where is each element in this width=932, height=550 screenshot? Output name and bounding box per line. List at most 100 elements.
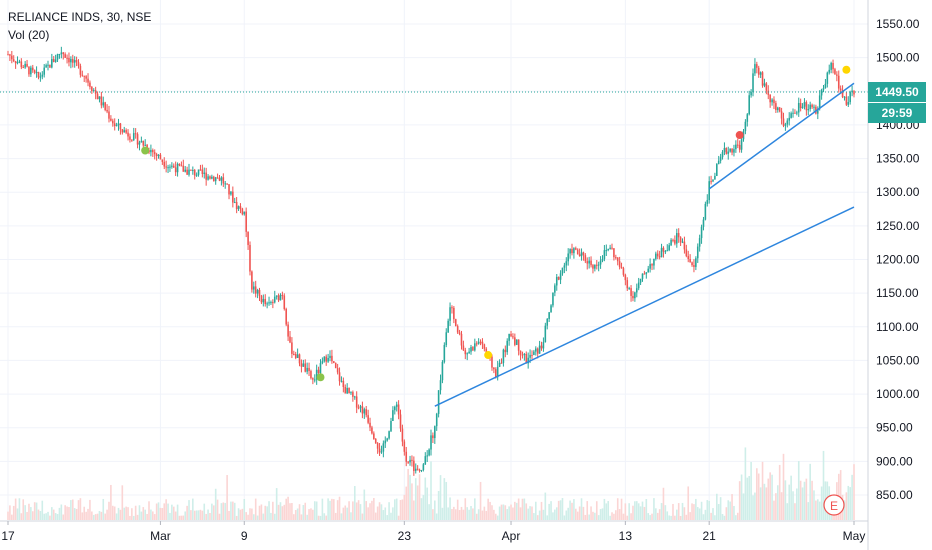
candle-body[interactable] bbox=[449, 307, 451, 321]
candle-body[interactable] bbox=[30, 67, 32, 75]
candle-body[interactable] bbox=[275, 295, 278, 297]
candle-body[interactable] bbox=[451, 307, 453, 309]
candle-body[interactable] bbox=[416, 468, 419, 470]
candle-body[interactable] bbox=[635, 288, 638, 293]
candle-body[interactable] bbox=[695, 258, 697, 267]
candle-body[interactable] bbox=[841, 90, 844, 98]
candle-body[interactable] bbox=[83, 75, 86, 77]
candle-body[interactable] bbox=[100, 96, 103, 106]
candle-body[interactable] bbox=[325, 356, 328, 362]
candle-body[interactable] bbox=[268, 302, 270, 304]
candle-body[interactable] bbox=[79, 65, 82, 75]
candle-body[interactable] bbox=[603, 250, 606, 260]
candle-body[interactable] bbox=[413, 460, 415, 471]
candle-body[interactable] bbox=[754, 64, 756, 74]
candle-body[interactable] bbox=[569, 249, 571, 254]
candle-body[interactable] bbox=[744, 121, 747, 132]
candle-body[interactable] bbox=[184, 169, 187, 172]
candle-body[interactable] bbox=[837, 75, 840, 89]
candle-body[interactable] bbox=[353, 396, 356, 398]
candle-body[interactable] bbox=[18, 61, 21, 63]
candle-body[interactable] bbox=[214, 177, 217, 182]
candle-body[interactable] bbox=[197, 169, 200, 175]
candle-body[interactable] bbox=[414, 468, 417, 471]
candle-body[interactable] bbox=[350, 392, 352, 394]
candle-body[interactable] bbox=[599, 260, 602, 265]
candle-body[interactable] bbox=[807, 109, 810, 111]
candle-body[interactable] bbox=[378, 448, 381, 453]
candle-body[interactable] bbox=[266, 303, 268, 305]
candle-body[interactable] bbox=[710, 181, 712, 183]
candle-body[interactable] bbox=[557, 276, 560, 280]
candle-body[interactable] bbox=[323, 356, 326, 362]
candle-body[interactable] bbox=[28, 66, 30, 75]
candle-body[interactable] bbox=[666, 250, 669, 252]
candle-body[interactable] bbox=[24, 63, 26, 68]
candle-body[interactable] bbox=[249, 244, 251, 272]
candle-body[interactable] bbox=[270, 302, 272, 304]
candle-body[interactable] bbox=[123, 130, 126, 133]
candle-body[interactable] bbox=[85, 76, 87, 79]
candle-body[interactable] bbox=[716, 164, 718, 176]
candle-body[interactable] bbox=[441, 361, 444, 381]
candle-body[interactable] bbox=[534, 348, 537, 352]
candle-body[interactable] bbox=[176, 163, 179, 173]
candle-body[interactable] bbox=[94, 90, 97, 94]
candle-body[interactable] bbox=[702, 219, 705, 227]
candle-body[interactable] bbox=[594, 264, 596, 269]
candle-body[interactable] bbox=[60, 52, 63, 54]
candle-body[interactable] bbox=[475, 343, 478, 345]
candle-body[interactable] bbox=[167, 167, 169, 169]
candle-body[interactable] bbox=[763, 83, 766, 86]
trendlines[interactable] bbox=[434, 82, 855, 407]
candle-body[interactable] bbox=[33, 70, 36, 73]
candle-body[interactable] bbox=[289, 336, 291, 343]
candle-body[interactable] bbox=[845, 96, 848, 105]
candle-body[interactable] bbox=[192, 170, 194, 172]
candle-body[interactable] bbox=[609, 247, 611, 249]
candle-body[interactable] bbox=[16, 62, 19, 64]
candle-body[interactable] bbox=[733, 149, 735, 153]
candle-body[interactable] bbox=[125, 130, 127, 133]
candle-body[interactable] bbox=[188, 169, 190, 175]
candle-body[interactable] bbox=[273, 296, 276, 303]
candle-body[interactable] bbox=[439, 380, 442, 391]
candle-body[interactable] bbox=[54, 59, 57, 62]
candle-body[interactable] bbox=[796, 112, 798, 114]
candle-body[interactable] bbox=[782, 118, 785, 126]
candle-body[interactable] bbox=[512, 336, 514, 338]
candle-body[interactable] bbox=[392, 410, 394, 421]
candle-body[interactable] bbox=[607, 248, 610, 251]
candle-body[interactable] bbox=[485, 348, 488, 353]
candle-body[interactable] bbox=[456, 326, 459, 333]
candle-body[interactable] bbox=[256, 289, 259, 294]
candle-body[interactable] bbox=[780, 111, 783, 119]
candle-body[interactable] bbox=[405, 451, 408, 462]
candle-body[interactable] bbox=[312, 378, 314, 380]
candle-body[interactable] bbox=[847, 102, 850, 105]
candle-body[interactable] bbox=[35, 71, 38, 73]
candle-body[interactable] bbox=[801, 106, 804, 109]
candle-body[interactable] bbox=[157, 154, 160, 156]
candle-body[interactable] bbox=[584, 255, 587, 262]
candle-body[interactable] bbox=[691, 262, 693, 266]
candle-body[interactable] bbox=[632, 295, 634, 299]
candle-body[interactable] bbox=[108, 111, 110, 119]
candle-body[interactable] bbox=[735, 144, 737, 150]
candle-body[interactable] bbox=[411, 459, 413, 461]
candle-body[interactable] bbox=[251, 271, 253, 290]
candle-body[interactable] bbox=[262, 298, 265, 303]
candle-body[interactable] bbox=[344, 386, 347, 394]
candle-body[interactable] bbox=[31, 67, 34, 71]
candle-body[interactable] bbox=[233, 201, 236, 203]
candle-body[interactable] bbox=[113, 123, 116, 126]
candle-body[interactable] bbox=[243, 211, 246, 215]
candle-body[interactable] bbox=[386, 438, 388, 441]
candle-body[interactable] bbox=[595, 264, 598, 266]
candle-body[interactable] bbox=[239, 206, 242, 209]
candle-body[interactable] bbox=[525, 353, 528, 364]
candle-body[interactable] bbox=[508, 333, 510, 341]
candle-body[interactable] bbox=[163, 161, 166, 167]
candle-body[interactable] bbox=[304, 363, 307, 372]
candle-body[interactable] bbox=[393, 406, 396, 411]
